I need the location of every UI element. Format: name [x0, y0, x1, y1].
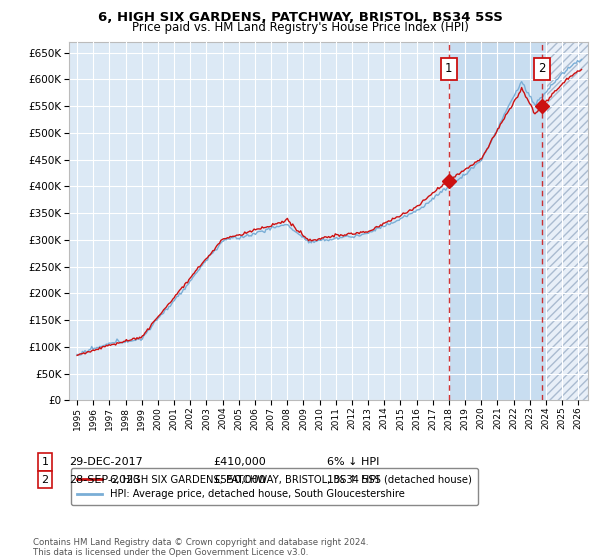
Text: 6% ↓ HPI: 6% ↓ HPI	[327, 457, 379, 467]
Text: £410,000: £410,000	[213, 457, 266, 467]
Text: 2: 2	[41, 475, 49, 485]
Text: 1% ↑ HPI: 1% ↑ HPI	[327, 475, 379, 485]
Bar	[546, 42, 588, 400]
Text: 28-SEP-2023: 28-SEP-2023	[69, 475, 140, 485]
Legend: 6, HIGH SIX GARDENS, PATCHWAY, BRISTOL, BS34 5SS (detached house), HPI: Average : 6, HIGH SIX GARDENS, PATCHWAY, BRISTOL, …	[71, 468, 478, 505]
Text: 2: 2	[538, 62, 545, 76]
Text: 1: 1	[41, 457, 49, 467]
Text: Contains HM Land Registry data © Crown copyright and database right 2024.
This d: Contains HM Land Registry data © Crown c…	[33, 538, 368, 557]
Text: 1: 1	[445, 62, 452, 76]
Text: Price paid vs. HM Land Registry's House Price Index (HPI): Price paid vs. HM Land Registry's House …	[131, 21, 469, 34]
Bar	[546, 42, 588, 400]
Text: 6, HIGH SIX GARDENS, PATCHWAY, BRISTOL, BS34 5SS: 6, HIGH SIX GARDENS, PATCHWAY, BRISTOL, …	[98, 11, 502, 24]
Bar	[449, 42, 546, 400]
Text: £550,000: £550,000	[213, 475, 266, 485]
Text: 29-DEC-2017: 29-DEC-2017	[69, 457, 143, 467]
